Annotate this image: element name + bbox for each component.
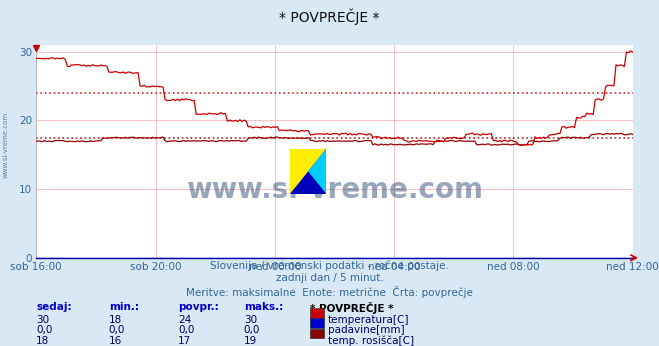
Text: povpr.:: povpr.: bbox=[178, 302, 219, 312]
Text: * POVPREČJE *: * POVPREČJE * bbox=[279, 9, 380, 25]
Text: temperatura[C]: temperatura[C] bbox=[328, 315, 410, 325]
Text: temp. rosišča[C]: temp. rosišča[C] bbox=[328, 336, 415, 346]
Text: maks.:: maks.: bbox=[244, 302, 283, 312]
Text: 30: 30 bbox=[244, 315, 257, 325]
Text: padavine[mm]: padavine[mm] bbox=[328, 325, 405, 335]
Text: sedaj:: sedaj: bbox=[36, 302, 72, 312]
Text: zadnji dan / 5 minut.: zadnji dan / 5 minut. bbox=[275, 273, 384, 283]
Text: 24: 24 bbox=[178, 315, 191, 325]
Text: 0,0: 0,0 bbox=[178, 325, 194, 335]
Text: www.si-vreme.com: www.si-vreme.com bbox=[186, 176, 483, 204]
Text: 30: 30 bbox=[36, 315, 49, 325]
Polygon shape bbox=[290, 149, 326, 194]
Text: 0,0: 0,0 bbox=[244, 325, 260, 335]
Text: Slovenija / vremenski podatki - ročne postaje.: Slovenija / vremenski podatki - ročne po… bbox=[210, 260, 449, 271]
Text: 0,0: 0,0 bbox=[36, 325, 53, 335]
Text: 19: 19 bbox=[244, 336, 257, 346]
Text: 17: 17 bbox=[178, 336, 191, 346]
Polygon shape bbox=[308, 149, 326, 194]
Text: www.si-vreme.com: www.si-vreme.com bbox=[2, 112, 9, 179]
Polygon shape bbox=[290, 149, 326, 194]
Text: min.:: min.: bbox=[109, 302, 139, 312]
Text: 16: 16 bbox=[109, 336, 122, 346]
Text: * POVPREČJE *: * POVPREČJE * bbox=[310, 302, 393, 314]
Text: 0,0: 0,0 bbox=[109, 325, 125, 335]
Text: 18: 18 bbox=[36, 336, 49, 346]
Text: Meritve: maksimalne  Enote: metrične  Črta: povprečje: Meritve: maksimalne Enote: metrične Črta… bbox=[186, 286, 473, 299]
Text: 18: 18 bbox=[109, 315, 122, 325]
